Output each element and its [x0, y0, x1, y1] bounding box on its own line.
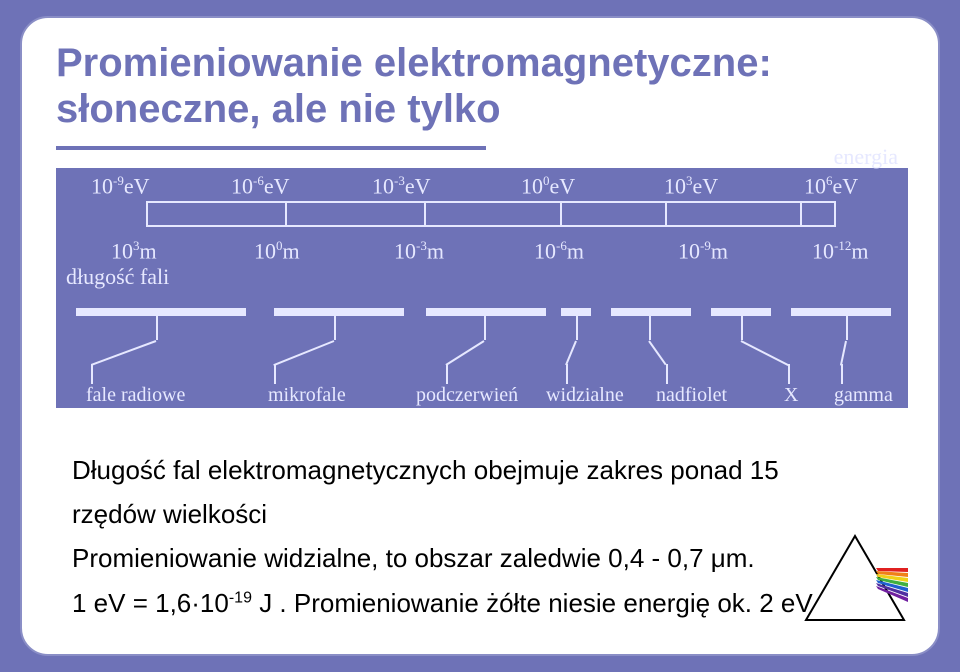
- energy-tick: 10-6eV: [231, 173, 290, 199]
- spectrum-bar: [791, 308, 891, 316]
- energy-axis-label: energia: [834, 144, 898, 170]
- pointer-line: [91, 340, 157, 366]
- pointer-line: [274, 340, 335, 366]
- title-line-1: Promieniowanie elektromagnetyczne:: [56, 41, 772, 85]
- spectrum-box: [802, 203, 834, 225]
- em-spectrum-diagram: energia 10-9eV10-6eV10-3eV100eV103eV106e…: [56, 168, 908, 408]
- pointer-line: [156, 316, 158, 340]
- spectrum-bar: [274, 308, 404, 316]
- pointer-line: [846, 316, 848, 340]
- body-text: Długość fal elektromagnetycznych obejmuj…: [72, 448, 818, 625]
- pointer-line: [484, 316, 486, 340]
- spectrum-box: [426, 203, 561, 225]
- body-line-2: Promieniowanie widzialne, to obszar zale…: [72, 536, 818, 580]
- pointer-line: [666, 364, 668, 384]
- spectrum-label: nadfiolet: [656, 384, 727, 407]
- spectrum-bar: [611, 308, 691, 316]
- spectrum-boxes: [146, 201, 836, 227]
- spectrum-box: [148, 203, 287, 225]
- slide: Promieniowanie elektromagnetyczne: słone…: [20, 16, 940, 656]
- wavelength-tick: 10-3m: [394, 238, 444, 264]
- pointer-line: [91, 364, 93, 384]
- spectrum-label: fale radiowe: [86, 384, 185, 407]
- slide-title: Promieniowanie elektromagnetyczne: słone…: [56, 40, 904, 132]
- spectrum-box: [562, 203, 667, 225]
- wavelength-tick: 10-6m: [534, 238, 584, 264]
- spectrum-bar: [561, 308, 591, 316]
- spectrum-box: [287, 203, 426, 225]
- pointer-line: [565, 341, 577, 366]
- pointer-line: [788, 364, 790, 384]
- wavelength-tick: 10-12m: [812, 238, 868, 264]
- pointer-line: [274, 364, 276, 384]
- pointer-line: [841, 364, 843, 384]
- spectrum-bar: [711, 308, 771, 316]
- pointer-line: [566, 364, 568, 384]
- spectrum-bar: [426, 308, 546, 316]
- spectrum-label: gamma: [834, 384, 893, 407]
- pointer-line: [446, 364, 448, 384]
- energy-tick: 103eV: [664, 173, 718, 199]
- title-underline: [56, 146, 486, 150]
- spectrum-bar: [76, 308, 246, 316]
- pointer-line: [648, 340, 667, 365]
- wavelength-axis-label: długość fali: [66, 264, 169, 290]
- body-line-1: Długość fal elektromagnetycznych obejmuj…: [72, 448, 818, 536]
- energy-tick: 100eV: [521, 173, 575, 199]
- wavelength-tick: 10-9m: [678, 238, 728, 264]
- prism-icon: [800, 530, 910, 626]
- pointer-line: [576, 316, 578, 340]
- spectrum-box: [667, 203, 802, 225]
- wavelength-tick: 100m: [254, 238, 300, 264]
- spectrum-label: podczerwień: [416, 384, 518, 407]
- pointer-line: [334, 316, 336, 340]
- pointer-line: [741, 316, 743, 340]
- spectrum-label: X: [784, 384, 798, 407]
- spectrum-label: mikrofale: [268, 384, 346, 407]
- pointer-line: [445, 340, 484, 366]
- pointer-line: [741, 340, 789, 366]
- pointer-line: [840, 341, 847, 365]
- title-line-2: słoneczne, ale nie tylko: [56, 87, 501, 131]
- spectrum-label: widzialne: [546, 384, 624, 407]
- body-line-3: 1 eV = 1,6·10-19 J . Promieniowanie żółt…: [72, 581, 818, 625]
- pointer-line: [649, 316, 651, 340]
- energy-tick: 106eV: [804, 173, 858, 199]
- energy-tick: 10-9eV: [91, 173, 150, 199]
- wavelength-tick: 103m: [111, 238, 157, 264]
- energy-tick: 10-3eV: [372, 173, 431, 199]
